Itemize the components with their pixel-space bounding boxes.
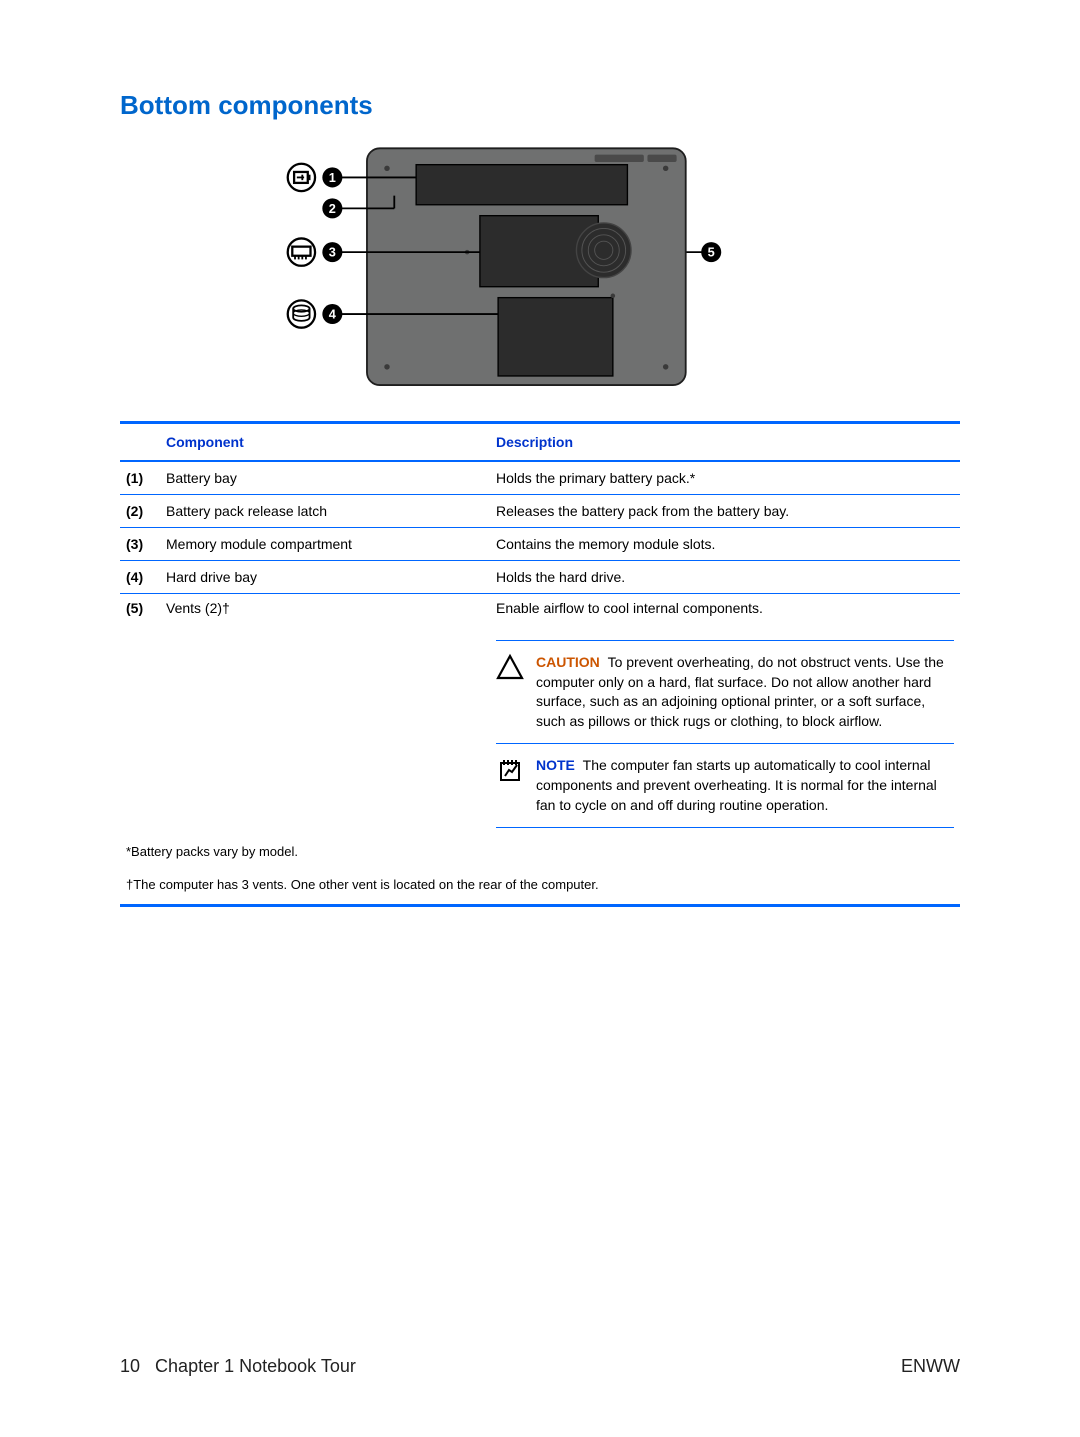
callout-num-3: 3	[329, 245, 336, 260]
chapter-label: Chapter 1 Notebook Tour	[155, 1356, 356, 1376]
callout-num-2: 2	[329, 201, 336, 216]
page-number: 10	[120, 1356, 140, 1376]
callout-num-1: 1	[329, 170, 336, 185]
table-row: (2) Battery pack release latch Releases …	[120, 495, 960, 528]
table-row: (3) Memory module compartment Contains t…	[120, 528, 960, 561]
th-component: Component	[160, 423, 490, 462]
table-row: (4) Hard drive bay Holds the hard drive.	[120, 561, 960, 594]
memory-icon	[288, 238, 315, 265]
caution-callout: CAUTION To prevent overheating, do not o…	[496, 640, 954, 744]
components-table: Component Description (1) Battery bay Ho…	[120, 421, 960, 907]
note-text: The computer fan starts up automatically…	[536, 757, 937, 812]
row5-desc: Enable airflow to cool internal componen…	[496, 600, 954, 628]
caution-icon	[496, 653, 524, 731]
battery-icon	[288, 164, 315, 191]
footer-left: 10 Chapter 1 Notebook Tour	[120, 1356, 356, 1377]
harddrive-icon	[288, 300, 315, 327]
callout-num-4: 4	[329, 307, 337, 322]
callout-num-5: 5	[708, 245, 715, 260]
th-description: Description	[490, 423, 960, 462]
table-row: (1) Battery bay Holds the primary batter…	[120, 461, 960, 495]
caution-lead: CAUTION	[536, 654, 600, 670]
bottom-diagram: 1 2 3 4 5	[285, 141, 795, 396]
note-lead: NOTE	[536, 757, 575, 773]
note-callout: NOTE The computer fan starts up automati…	[496, 744, 954, 828]
footnote-row: †The computer has 3 vents. One other ven…	[120, 859, 960, 906]
page-heading: Bottom components	[120, 90, 960, 121]
note-icon	[496, 756, 524, 815]
table-row: (5) Vents (2)† Enable airflow to cool in…	[120, 594, 960, 837]
footnote-row: *Battery packs vary by model.	[120, 836, 960, 859]
footer-right: ENWW	[901, 1356, 960, 1377]
